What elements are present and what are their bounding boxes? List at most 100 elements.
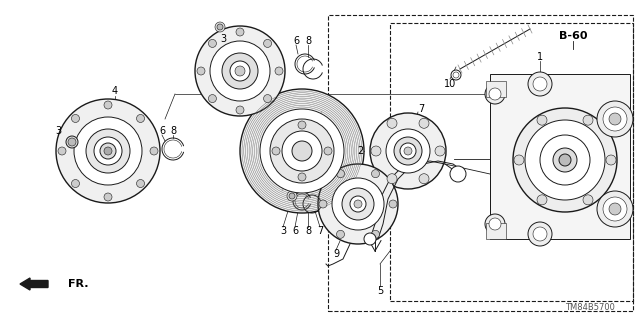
- Text: 10: 10: [444, 79, 456, 89]
- Circle shape: [209, 40, 216, 48]
- Circle shape: [371, 146, 381, 156]
- Circle shape: [289, 193, 295, 199]
- Text: 7: 7: [317, 226, 323, 236]
- Circle shape: [270, 119, 334, 183]
- Circle shape: [319, 200, 327, 208]
- Circle shape: [533, 77, 547, 91]
- Circle shape: [217, 24, 223, 30]
- Text: 5: 5: [377, 286, 383, 296]
- Circle shape: [485, 84, 505, 104]
- Circle shape: [597, 191, 633, 227]
- Circle shape: [104, 147, 112, 155]
- Circle shape: [514, 155, 524, 165]
- Circle shape: [215, 22, 225, 32]
- Bar: [328, 15, 633, 311]
- Circle shape: [404, 147, 412, 155]
- Text: 6: 6: [292, 226, 298, 236]
- Circle shape: [513, 108, 617, 212]
- Circle shape: [337, 170, 344, 178]
- Circle shape: [68, 138, 76, 146]
- Circle shape: [583, 115, 593, 125]
- Circle shape: [528, 222, 552, 246]
- FancyArrow shape: [20, 278, 48, 290]
- Circle shape: [342, 188, 374, 220]
- Circle shape: [419, 174, 429, 184]
- Circle shape: [230, 61, 250, 81]
- Circle shape: [240, 89, 364, 213]
- Circle shape: [559, 154, 571, 166]
- Circle shape: [350, 196, 366, 212]
- Circle shape: [197, 67, 205, 75]
- Circle shape: [86, 129, 130, 173]
- Circle shape: [210, 41, 270, 101]
- Circle shape: [609, 113, 621, 125]
- Circle shape: [606, 155, 616, 165]
- Circle shape: [453, 72, 459, 78]
- Bar: [390, 23, 633, 301]
- Circle shape: [583, 195, 593, 205]
- Circle shape: [387, 174, 397, 184]
- Circle shape: [298, 173, 306, 181]
- Circle shape: [337, 230, 344, 238]
- Circle shape: [553, 148, 577, 172]
- Circle shape: [489, 88, 501, 100]
- Circle shape: [275, 67, 283, 75]
- Circle shape: [400, 143, 416, 159]
- Circle shape: [371, 230, 380, 238]
- Text: 3: 3: [220, 34, 226, 44]
- Circle shape: [272, 147, 280, 155]
- Circle shape: [386, 129, 430, 173]
- Text: 2: 2: [357, 146, 363, 156]
- Text: 6: 6: [293, 36, 299, 46]
- Text: TM84B5700: TM84B5700: [565, 302, 615, 311]
- Text: 1: 1: [537, 52, 543, 62]
- Text: 8: 8: [305, 36, 311, 46]
- Circle shape: [298, 121, 306, 129]
- Circle shape: [66, 136, 78, 148]
- Circle shape: [489, 218, 501, 230]
- Circle shape: [104, 101, 112, 109]
- Circle shape: [332, 178, 384, 230]
- Text: FR.: FR.: [68, 279, 88, 289]
- Circle shape: [394, 137, 422, 165]
- Text: B-60: B-60: [559, 31, 588, 41]
- Circle shape: [435, 146, 445, 156]
- Circle shape: [537, 115, 547, 125]
- Circle shape: [287, 191, 297, 201]
- Circle shape: [74, 117, 142, 185]
- Circle shape: [609, 203, 621, 215]
- Text: 3: 3: [280, 226, 286, 236]
- Text: 4: 4: [112, 86, 118, 96]
- Circle shape: [387, 118, 397, 128]
- Circle shape: [603, 197, 627, 221]
- Circle shape: [389, 200, 397, 208]
- Circle shape: [451, 70, 461, 80]
- Circle shape: [528, 72, 552, 96]
- Circle shape: [136, 115, 145, 122]
- Circle shape: [364, 233, 376, 245]
- Circle shape: [540, 135, 590, 185]
- Circle shape: [533, 227, 547, 241]
- Circle shape: [370, 113, 446, 189]
- Circle shape: [324, 147, 332, 155]
- Circle shape: [597, 101, 633, 137]
- Circle shape: [354, 200, 362, 208]
- Circle shape: [419, 118, 429, 128]
- Text: 8: 8: [170, 126, 176, 136]
- Circle shape: [236, 28, 244, 36]
- Circle shape: [222, 53, 258, 89]
- Circle shape: [282, 131, 322, 171]
- Circle shape: [209, 94, 216, 103]
- Circle shape: [264, 94, 271, 103]
- Circle shape: [100, 143, 116, 159]
- Circle shape: [603, 107, 627, 131]
- Circle shape: [318, 164, 398, 244]
- Circle shape: [136, 180, 145, 188]
- Circle shape: [94, 137, 122, 165]
- Bar: [490, 74, 630, 239]
- Circle shape: [292, 141, 312, 161]
- Circle shape: [525, 120, 605, 200]
- Text: 9: 9: [333, 249, 339, 259]
- Circle shape: [195, 26, 285, 116]
- Circle shape: [72, 180, 79, 188]
